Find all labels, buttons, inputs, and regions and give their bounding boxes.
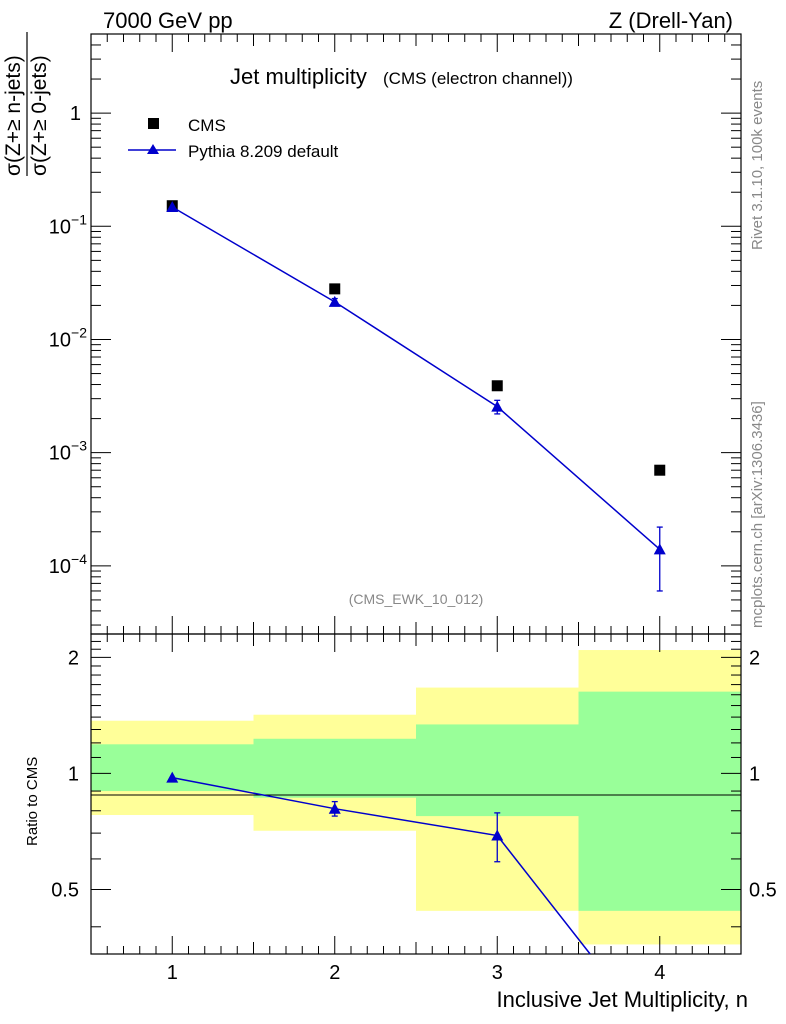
ratio-data-point: [491, 829, 504, 841]
ratio-xtick-label: 1: [167, 962, 178, 984]
cms-data-point: [329, 283, 341, 295]
pythia-data-point: [491, 400, 504, 412]
ratio-ylabel: Ratio to CMS: [24, 757, 41, 846]
legend-label-pythia: Pythia 8.209 default: [188, 142, 339, 161]
x-axis-label: Inclusive Jet Multiplicity, n: [497, 987, 748, 1012]
pythia-data-point: [166, 201, 179, 213]
rivet-label: Rivet 3.1.10, 100k events: [749, 81, 766, 250]
header-left: 7000 GeV pp: [103, 8, 233, 33]
main-ytick-label: 1: [70, 103, 81, 125]
chart-subtitle: (CMS (electron channel)): [383, 69, 573, 88]
cms-data-point: [491, 380, 503, 392]
legend: CMS Pythia 8.209 default: [128, 116, 339, 161]
ratio-ytick-label-right: 0.5: [749, 879, 777, 901]
ratio-data-point: [328, 802, 341, 814]
main-ylabel-numerator: σ(Z+≥ n-jets): [2, 55, 25, 176]
ratio-ytick-label-right: 2: [749, 647, 760, 669]
ratio-pythia-line: [172, 776, 591, 955]
main-ylabel: σ(Z+≥ n-jets) σ(Z+≥ 0-jets): [2, 32, 51, 176]
main-ytick-label: 10−2: [49, 324, 87, 351]
cms-data-point: [654, 464, 666, 476]
main-ytick-label: 10−3: [49, 438, 87, 465]
watermark: (CMS_EWK_10_012): [349, 591, 484, 607]
ratio-data-marks: [166, 771, 591, 955]
main-ytick-label: 10−4: [49, 551, 87, 578]
ratio-bands: [91, 650, 741, 945]
main-ytick-label: 10−1: [49, 211, 87, 238]
pythia-data-point: [653, 543, 666, 555]
pythia-data-point: [328, 295, 341, 307]
legend-label-cms: CMS: [188, 116, 226, 135]
ratio-ytick-label: 1: [68, 763, 79, 785]
ratio-ytick-label: 0.5: [51, 879, 79, 901]
chart-title: Jet multiplicity: [230, 64, 367, 89]
ratio-band-green: [578, 691, 741, 911]
ratio-ytick-label-right: 1: [749, 763, 760, 785]
ratio-band-green: [253, 738, 416, 798]
main-ylabel-denominator: σ(Z+≥ 0-jets): [28, 55, 51, 176]
ratio-data-point: [166, 771, 179, 783]
ratio-xtick-label: 2: [329, 962, 340, 984]
header-right: Z (Drell-Yan): [609, 8, 733, 33]
legend-marker-cms: [148, 118, 159, 129]
main-data-marks: [166, 200, 666, 592]
ratio-band-green: [416, 724, 579, 817]
ratio-xtick-label: 3: [492, 962, 503, 984]
ratio-axes: 1 2 3 4 0.5 0.5 1 1 2 2: [51, 634, 777, 984]
ratio-ytick-label: 2: [68, 647, 79, 669]
legend-marker-pythia: [147, 144, 159, 154]
mcplots-label: mcplots.cern.ch [arXiv:1306.3436]: [749, 401, 766, 628]
ratio-xtick-label: 4: [654, 962, 665, 984]
ratio-band-green: [91, 744, 254, 792]
pythia-line: [171, 206, 661, 550]
